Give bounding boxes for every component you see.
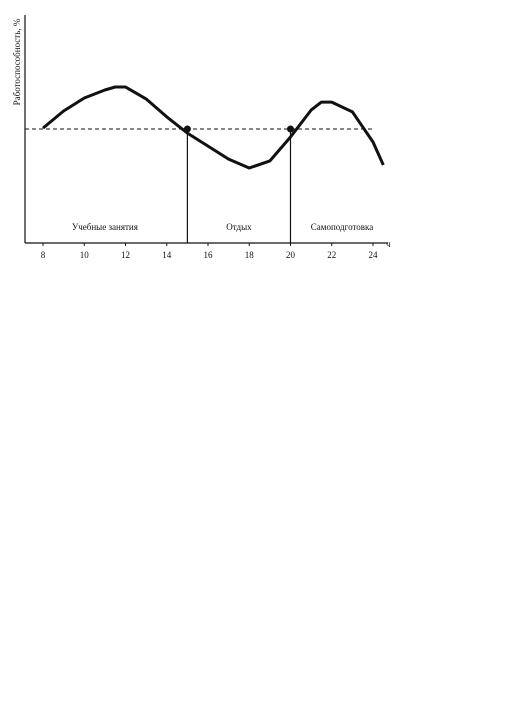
x-tick-label: 12 (121, 250, 130, 260)
region-label: Самоподготовка (311, 222, 373, 232)
y-axis-label: Работоспособность, % (12, 18, 22, 105)
region-label: Отдых (226, 222, 252, 232)
x-tick-label: 16 (204, 250, 214, 260)
x-tick-label: 18 (245, 250, 255, 260)
divider-dot (286, 125, 294, 133)
x-tick-label: 24 (368, 250, 378, 260)
x-tick-label: 8 (41, 250, 46, 260)
x-tick-label: 14 (162, 250, 172, 260)
curve (42, 85, 385, 170)
divider-dot (183, 125, 191, 133)
x-axis-label: ч (386, 239, 391, 249)
x-tick-label: 20 (286, 250, 296, 260)
x-tick-label: 10 (80, 250, 90, 260)
x-tick-label: 22 (327, 250, 336, 260)
region-label: Учебные занятия (72, 222, 138, 232)
